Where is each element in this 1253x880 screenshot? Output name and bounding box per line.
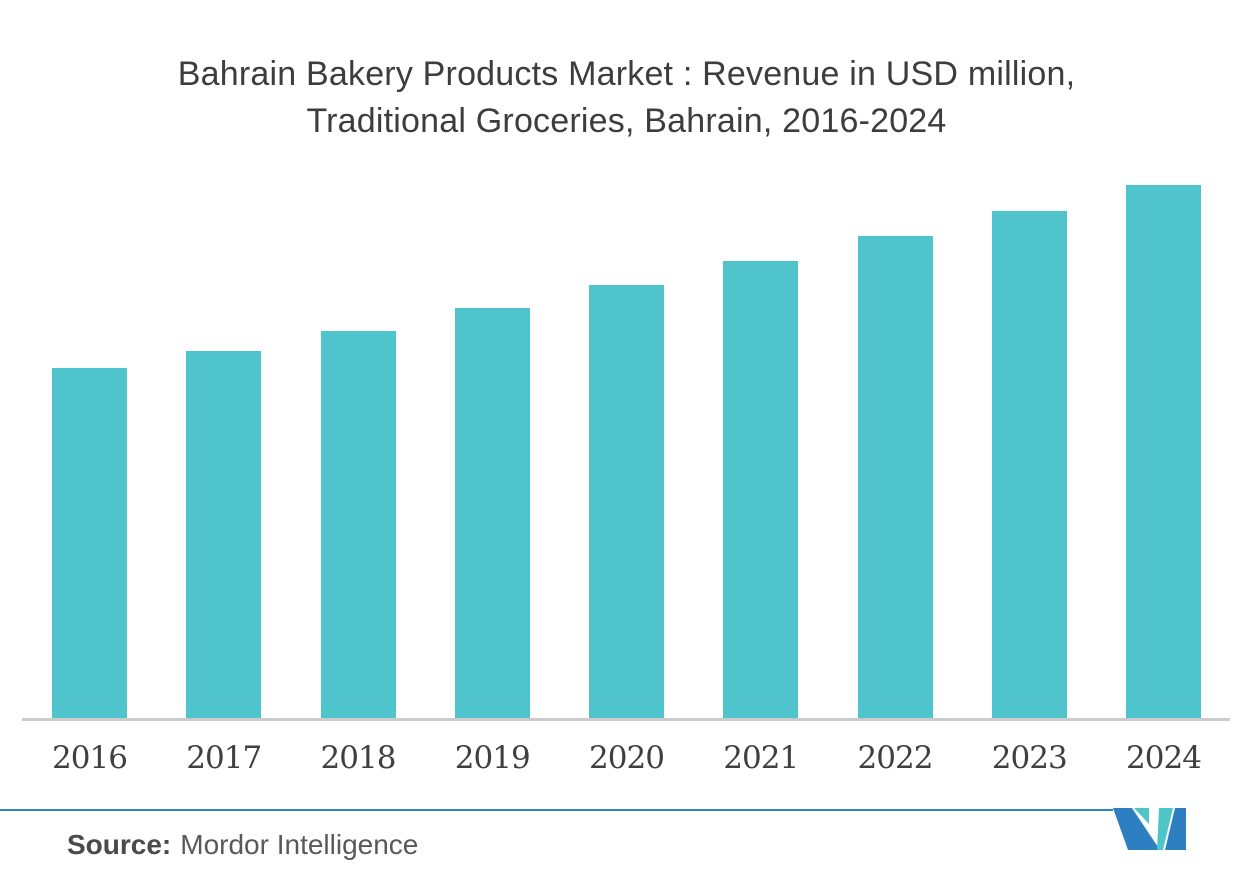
x-tick-2017: 2017 [186, 740, 262, 776]
x-tick-2021: 2021 [723, 740, 799, 776]
logo-topleft-teal-triangle [1134, 808, 1149, 824]
x-tick-2016: 2016 [52, 740, 128, 776]
bar-2019 [454, 308, 530, 719]
footer-divider-line [0, 809, 1113, 811]
source-label: Source: [67, 829, 172, 860]
bar-2017 [186, 351, 262, 719]
bar-2016 [52, 368, 127, 719]
source-value: Mordor Intelligence [180, 829, 419, 860]
x-tick-2020: 2020 [589, 740, 665, 776]
x-axis-line [22, 718, 1230, 721]
bar-2020 [589, 285, 664, 719]
chart-title-line1: Bahrain Bakery Products Market : Revenue… [177, 55, 1076, 93]
bar-2022 [857, 236, 933, 719]
logo-middle-teal-wedge [1157, 808, 1173, 850]
bar-2018 [320, 331, 396, 719]
bar-2023 [991, 211, 1067, 719]
x-tick-2024: 2024 [1126, 740, 1202, 776]
logo-right-blue-stroke [1165, 808, 1186, 850]
source-note: Source: Mordor Intelligence [67, 829, 418, 861]
x-tick-2022: 2022 [857, 740, 934, 776]
bar-2024 [1126, 185, 1201, 719]
bar-2021 [723, 261, 799, 719]
x-tick-2019: 2019 [454, 740, 531, 776]
logo-left-blue-stroke [1113, 808, 1160, 850]
chart-title-line2: Traditional Groceries, Bahrain, 2016-202… [306, 102, 947, 140]
x-tick-2018: 2018 [320, 740, 397, 776]
x-tick-2023: 2023 [991, 740, 1068, 776]
mordor-intelligence-logo [1113, 808, 1186, 850]
chart-title: Bahrain Bakery Products Market : Revenue… [0, 51, 1253, 145]
